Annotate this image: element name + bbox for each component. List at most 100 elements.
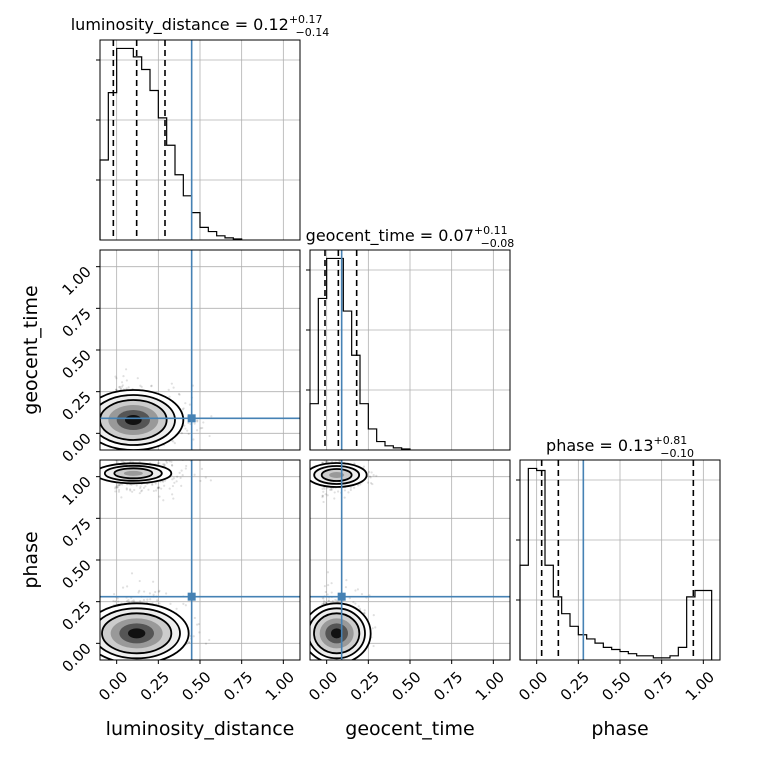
sample-point <box>321 496 324 499</box>
sample-point <box>178 393 181 396</box>
sample-point <box>114 487 117 490</box>
sample-point <box>333 491 336 494</box>
sample-point <box>204 642 208 645</box>
sample-point <box>334 455 336 457</box>
title-geocent-time: geocent_time = 0.07+0.11 −0.08 <box>306 224 515 250</box>
ylabel-geocent-time: geocent_time <box>20 285 42 414</box>
sample-point <box>121 586 125 589</box>
sample-point <box>117 483 120 487</box>
sample-point <box>139 384 142 387</box>
xtick-label-luminosity_distance-0.75: 0.75 <box>220 668 256 704</box>
sample-point <box>195 623 199 626</box>
sample-point <box>120 457 122 459</box>
sample-point <box>185 464 188 468</box>
sample-point <box>324 493 327 496</box>
sample-point <box>125 387 128 390</box>
ytick-label-geocent_time-1.00: 1.00 <box>58 263 94 299</box>
sample-point <box>148 457 150 459</box>
sample-point <box>196 420 199 423</box>
sample-point <box>143 590 146 593</box>
sample-point <box>321 487 324 490</box>
sample-point <box>168 395 171 398</box>
sample-point <box>162 480 165 483</box>
sample-point <box>171 464 174 467</box>
sample-point <box>154 489 158 492</box>
sample-point <box>187 432 190 436</box>
sample-point <box>156 487 159 490</box>
sample-point <box>372 614 375 617</box>
sample-point <box>331 600 334 603</box>
sample-point <box>142 598 146 602</box>
xlabel-luminosity-distance: luminosity_distance <box>106 718 295 740</box>
sample-point <box>343 496 346 499</box>
sample-point <box>113 593 116 596</box>
sample-point <box>130 453 132 455</box>
sample-point <box>172 477 175 480</box>
sample-point <box>199 427 202 430</box>
sample-point <box>330 591 333 594</box>
sample-point <box>152 580 155 583</box>
sample-point <box>173 481 176 484</box>
sample-point <box>151 483 154 487</box>
sample-point <box>121 384 124 387</box>
sample-point <box>175 607 178 610</box>
sample-point <box>177 392 181 396</box>
sample-point <box>184 604 187 607</box>
sample-point <box>370 471 373 474</box>
panel-frames <box>100 40 720 660</box>
sample-point <box>198 631 201 634</box>
sample-point <box>158 486 161 489</box>
sample-point <box>132 454 134 456</box>
sample-point <box>157 486 160 489</box>
xtick-label-phase-0.00: 0.00 <box>515 668 551 704</box>
sample-point <box>150 384 153 387</box>
ylabel-phase: phase <box>20 531 42 588</box>
scatter-luminosity_distance-vs-phase <box>100 453 212 660</box>
sample-point <box>354 589 357 592</box>
density-phase-vs-luminosity-distance-low-level-5 <box>128 628 146 639</box>
sample-point <box>117 488 121 492</box>
truth-marker-luminosity_distance-vs-geocent_time <box>187 414 196 423</box>
sample-point <box>338 460 341 463</box>
sample-point <box>178 471 181 474</box>
sample-point <box>188 641 191 644</box>
sample-point <box>321 494 324 497</box>
sample-point <box>135 484 138 487</box>
sample-point <box>186 429 189 432</box>
sample-point <box>122 374 125 378</box>
sample-point <box>371 482 374 486</box>
sample-point <box>128 488 132 491</box>
sample-point <box>140 489 144 492</box>
sample-point <box>370 482 373 485</box>
sample-point <box>167 388 170 391</box>
sample-point <box>119 388 122 391</box>
sample-point <box>144 485 147 488</box>
sample-point <box>125 487 128 490</box>
sample-point <box>118 386 121 389</box>
sample-point <box>152 489 155 493</box>
sample-point <box>165 592 168 595</box>
ytick-label-geocent_time-0.75: 0.75 <box>58 304 94 340</box>
sample-point <box>327 600 330 603</box>
sample-point <box>114 490 117 493</box>
sample-point <box>125 368 128 371</box>
sample-point <box>181 473 184 477</box>
sample-point <box>336 490 340 493</box>
sample-point <box>325 601 328 604</box>
sample-point <box>118 455 120 457</box>
sample-point <box>169 602 172 605</box>
sample-point <box>202 421 205 424</box>
sample-point <box>164 479 167 482</box>
sample-point <box>149 598 152 601</box>
xtick-label-geocent_time-0.75: 0.75 <box>430 668 466 704</box>
sample-point <box>360 593 364 596</box>
sample-point <box>180 469 183 472</box>
truth-marker-geocent_time-vs-phase <box>337 592 346 601</box>
sample-point <box>341 457 343 459</box>
sample-point <box>168 460 171 463</box>
sample-point <box>138 589 141 592</box>
sample-point <box>151 482 154 485</box>
sample-point <box>158 462 161 465</box>
sample-point <box>345 579 348 582</box>
sample-point <box>133 488 136 492</box>
